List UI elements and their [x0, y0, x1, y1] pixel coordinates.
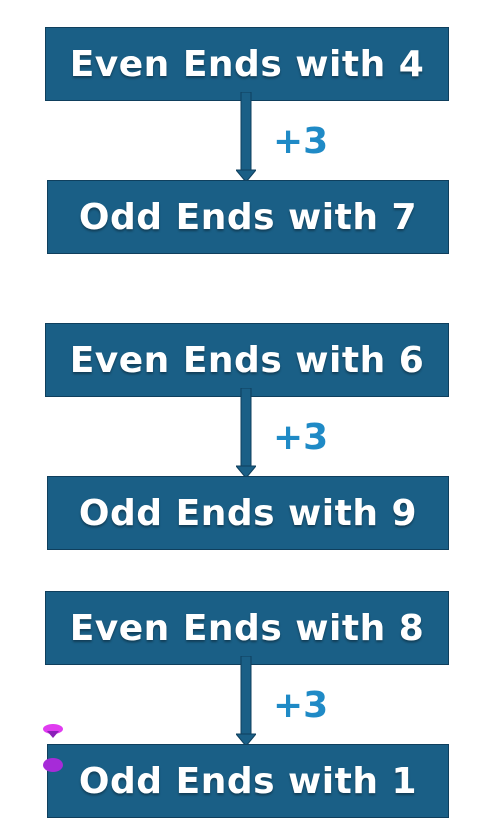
- arrow-3: [236, 656, 256, 746]
- odd-box-2-label: Odd Ends with 9: [78, 492, 418, 534]
- arrow-down-icon: [236, 656, 256, 746]
- even-box-3-label: Even Ends with 8: [69, 607, 425, 649]
- odd-box-1: Odd Ends with 7: [47, 180, 449, 254]
- pink-drop-icon: [42, 723, 64, 739]
- odd-box-2: Odd Ends with 9: [47, 476, 449, 550]
- even-box-2-label: Even Ends with 6: [69, 339, 425, 381]
- arrow-2: [236, 388, 256, 478]
- arrow-down-icon: [236, 92, 256, 182]
- even-box-1: Even Ends with 4: [45, 27, 449, 101]
- purple-drop-icon: [42, 757, 64, 773]
- even-box-3: Even Ends with 8: [45, 591, 449, 665]
- even-box-1-label: Even Ends with 4: [69, 43, 425, 85]
- odd-box-3-label: Odd Ends with 1: [78, 760, 418, 802]
- even-box-2: Even Ends with 6: [45, 323, 449, 397]
- arrow-1: [236, 92, 256, 182]
- arrow-down-icon: [236, 388, 256, 478]
- step-label-2: +3: [273, 417, 329, 458]
- odd-box-3: Odd Ends with 1: [47, 744, 449, 818]
- step-label-3: +3: [273, 685, 329, 726]
- step-label-1: +3: [273, 121, 329, 162]
- odd-box-1-label: Odd Ends with 7: [78, 196, 418, 238]
